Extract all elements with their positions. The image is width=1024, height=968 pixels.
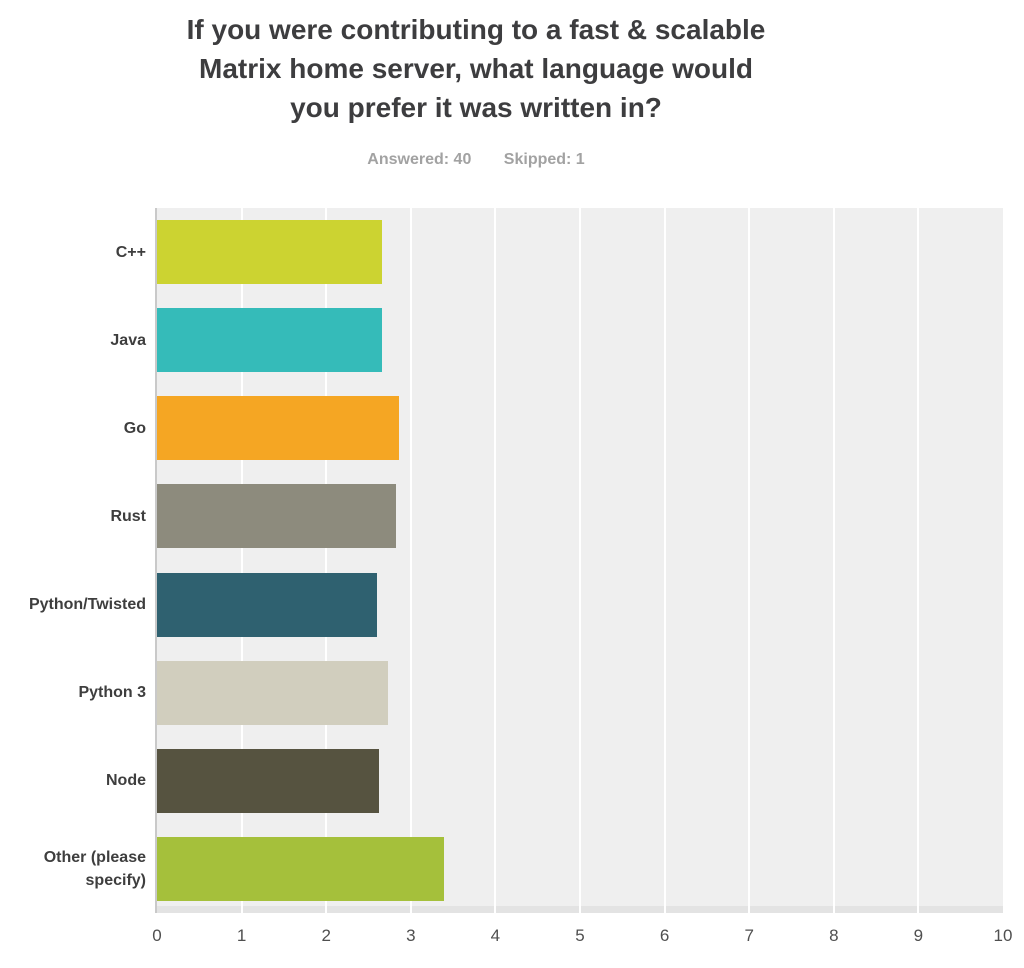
category-label-rust: Rust <box>110 507 146 525</box>
x-tick-label-8: 8 <box>829 926 839 945</box>
x-tick-label-9: 9 <box>913 926 924 945</box>
gridline-9 <box>917 208 920 913</box>
bar-python-twisted <box>157 572 377 637</box>
chart-stats: Answered: 40 Skipped: 1 <box>0 151 952 169</box>
category-label-node: Node <box>106 772 146 790</box>
plot-area <box>155 208 1003 913</box>
x-tick-label-1: 1 <box>236 926 247 945</box>
x-tick-label-10: 10 <box>993 926 1013 945</box>
gridline-2 <box>325 208 328 913</box>
bar-c- <box>157 220 383 285</box>
chart-title-line-3: you prefer it was written in? <box>290 92 662 123</box>
gridline-6 <box>663 208 666 913</box>
chart-title-line-2: Matrix home server, what language would <box>199 53 753 84</box>
chart-title-line-1: If you were contributing to a fast & sca… <box>186 14 766 45</box>
gridline-4 <box>494 208 497 913</box>
x-tick-label-5: 5 <box>575 926 585 945</box>
bar-node <box>157 748 379 813</box>
gridline-1 <box>240 208 243 913</box>
skipped-count: Skipped: 1 <box>503 151 585 168</box>
x-tick-label-6: 6 <box>659 926 670 945</box>
category-label-go: Go <box>123 419 146 437</box>
gridline-8 <box>832 208 835 913</box>
bar-rust <box>157 484 397 549</box>
category-label-c-: C++ <box>115 243 146 261</box>
chart-title: If you were contributing to a fast & sca… <box>0 10 952 127</box>
gridline-7 <box>748 208 751 913</box>
bar-java <box>157 308 383 373</box>
category-label-other-please-specify-: Other (please specify) <box>43 848 146 889</box>
answered-count: Answered: 40 <box>367 151 472 168</box>
x-tick-label-7: 7 <box>744 926 754 945</box>
category-label-python-3: Python 3 <box>78 684 146 702</box>
x-tick-label-0: 0 <box>152 926 162 945</box>
bar-go <box>157 396 399 461</box>
bar-other-please-specify- <box>157 836 444 901</box>
x-tick-label-4: 4 <box>490 926 501 945</box>
gridline-3 <box>409 208 412 913</box>
x-tick-label-3: 3 <box>406 926 416 945</box>
x-tick-label-2: 2 <box>321 926 331 945</box>
category-label-java: Java <box>110 331 146 349</box>
category-label-python-twisted: Python/Twisted <box>28 596 146 614</box>
gridline-5 <box>579 208 581 913</box>
bar-python-3 <box>157 660 388 725</box>
category-labels: C++ Java Go Rust Python/Twisted Python 3 Node O… <box>0 208 146 913</box>
